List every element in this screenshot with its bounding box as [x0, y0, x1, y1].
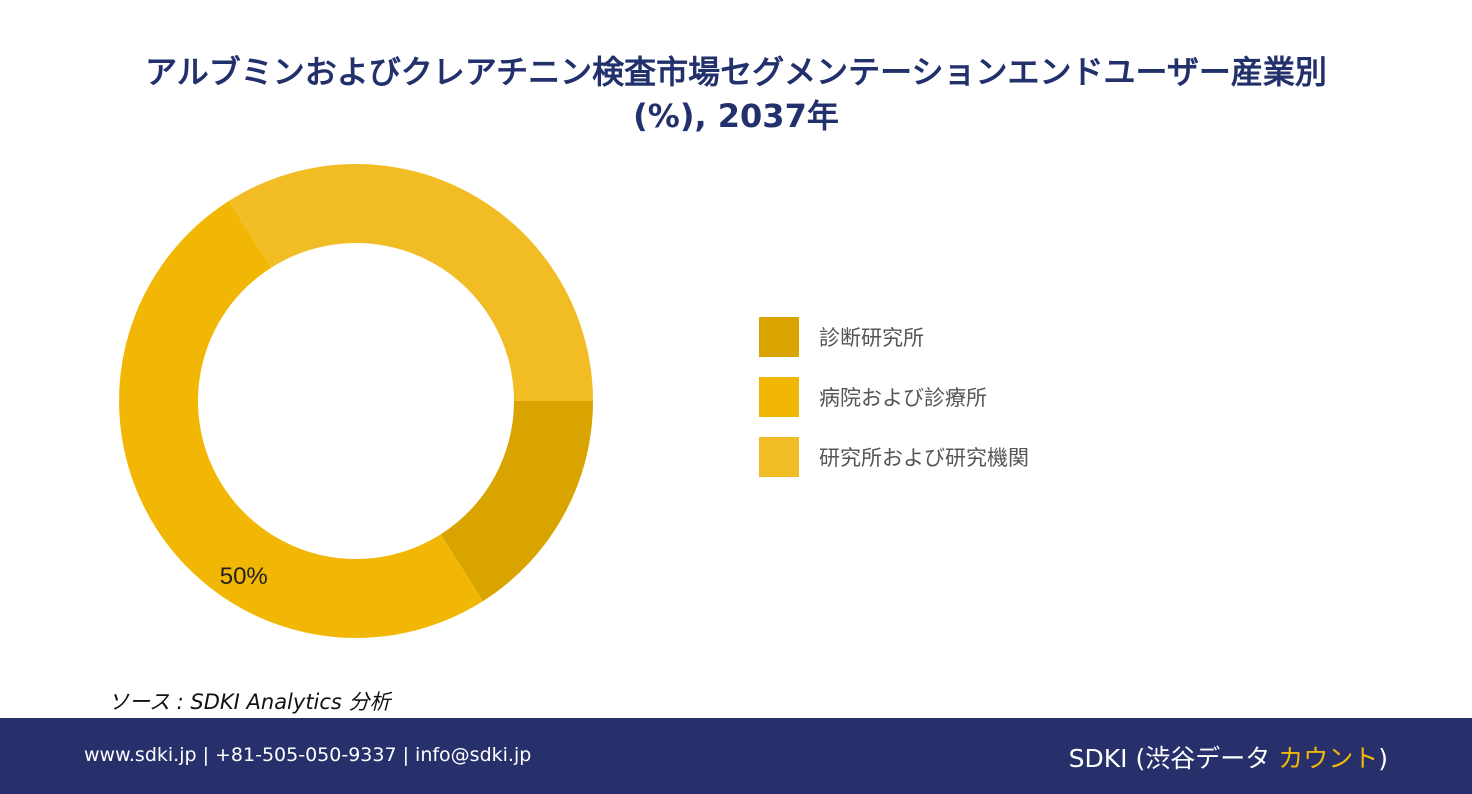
donut-slice-1 [440, 401, 593, 602]
legend-label: 研究所および研究機関 [819, 446, 1029, 470]
legend-swatch [759, 437, 799, 477]
chart-legend: 診断研究所 病院および診療所 研究所および研究機関 [759, 317, 1029, 497]
legend-item-diagnostic-labs: 診断研究所 [759, 317, 1029, 357]
legend-item-hospitals-clinics: 病院および診療所 [759, 377, 1029, 417]
donut-slice-3 [229, 164, 594, 401]
donut-data-labels: 50% [220, 563, 268, 590]
brand-accent: カウント [1278, 744, 1379, 773]
slice-data-label: 50% [220, 563, 268, 590]
donut-slices [119, 164, 594, 638]
brand-main: SDKI (渋谷データ [1068, 744, 1279, 773]
legend-swatch [759, 317, 799, 357]
chart-title-line2: (%), 2037年 [633, 97, 839, 135]
chart-title: アルブミンおよびクレアチニン検査市場セグメンテーションエンドユーザー産業別 (%… [60, 50, 1412, 138]
donut-slice-2 [119, 200, 483, 638]
footer-contact: www.sdki.jp | +81-505-050-9337 | info@sd… [84, 744, 532, 766]
footer-brand-logo: SDKI (渋谷データ カウント) [1069, 739, 1388, 775]
donut-chart: 50% [119, 164, 594, 638]
legend-label: 診断研究所 [819, 326, 924, 350]
chart-title-line1: アルブミンおよびクレアチニン検査市場セグメンテーションエンドユーザー産業別 [145, 53, 1327, 91]
legend-item-research-institutes: 研究所および研究機関 [759, 437, 1029, 477]
brand-end: ) [1378, 744, 1388, 773]
footer-bar: www.sdki.jp | +81-505-050-9337 | info@sd… [0, 718, 1472, 794]
source-note: ソース : SDKI Analytics 分析 [108, 690, 391, 714]
legend-label: 病院および診療所 [819, 386, 987, 410]
legend-swatch [759, 377, 799, 417]
